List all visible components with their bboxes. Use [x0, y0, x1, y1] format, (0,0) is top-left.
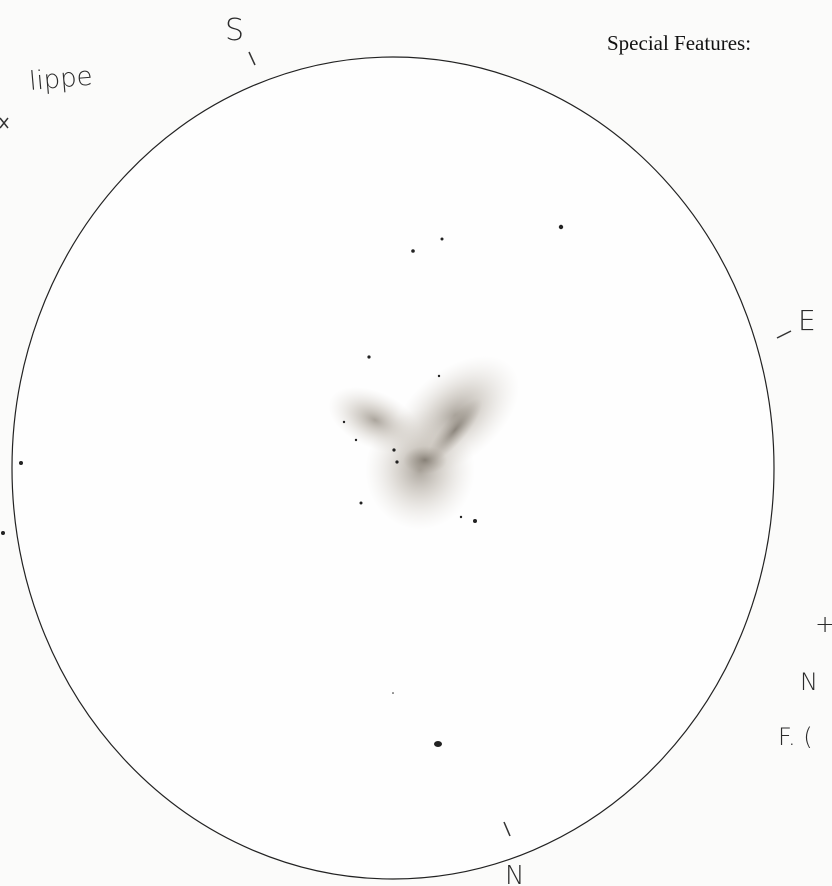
- observer-name: lippe: [28, 62, 94, 97]
- north-label: N: [505, 861, 524, 886]
- special-features-heading: Special Features:: [607, 31, 751, 55]
- note-line: +: [815, 610, 832, 638]
- galaxy: [328, 355, 520, 530]
- note-line: N: [800, 668, 818, 696]
- tick-marks: [0, 51, 792, 837]
- stars: [1, 224, 564, 747]
- east-label: E: [798, 304, 816, 337]
- note-line: F. (: [778, 723, 813, 751]
- south-label: S: [225, 13, 244, 48]
